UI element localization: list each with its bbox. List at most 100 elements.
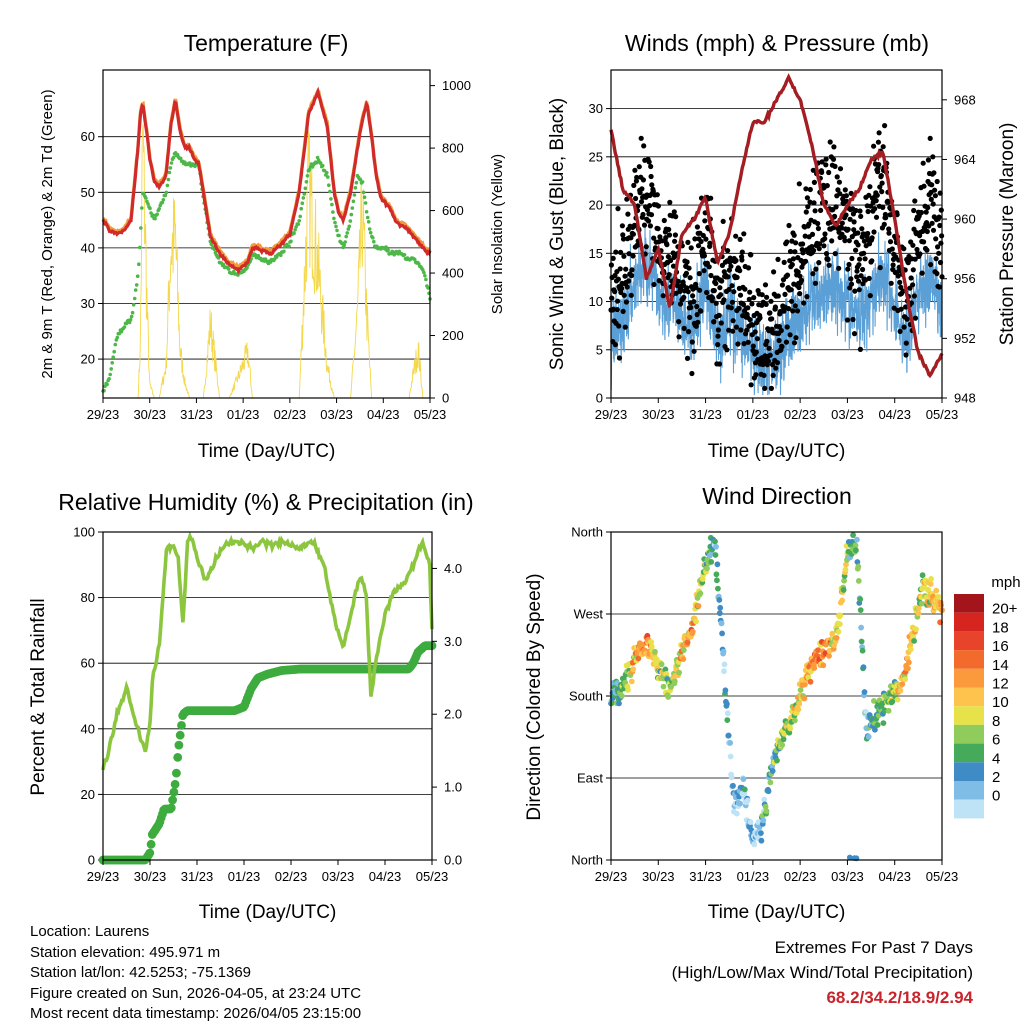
direction-point [925,587,932,594]
colorbar-label: 4 [992,750,1000,767]
plot-frame [102,531,433,861]
gust-point [620,308,626,314]
gust-point [757,315,763,321]
gust-point [865,208,871,215]
dewpoint-point [371,236,375,240]
gust-point [787,248,794,255]
y-axis-label: Sonic Wind & Gust (Blue, Black) [547,98,568,370]
gust-point [833,204,839,210]
extremes-panel: Extremes For Past 7 Days (High/Low/Max W… [672,935,973,1010]
direction-point [714,577,720,584]
gust-point [875,139,882,145]
gust-point [643,244,649,250]
gust-point [928,262,934,268]
direction-point [911,638,917,644]
extremes-values: 68.2/34.2/18.9/2.94 [826,988,973,1007]
colorbar-label: 10 [992,694,1009,711]
direction-point [857,596,864,603]
colorbar-label: 0 [992,788,1000,805]
dewpoint-point [363,201,368,205]
gust-point [857,346,864,352]
direction-point [719,630,725,637]
direction-point [852,542,859,549]
station-info: Location: Laurens Station elevation: 495… [30,922,361,1025]
gust-point [805,204,811,210]
dewpoint-point [129,314,134,319]
x-tick-label: 01/23 [228,869,261,884]
direction-point [730,782,736,789]
dewpoint-point [296,222,301,227]
gust-point [772,304,779,310]
gust-point [690,293,696,299]
gust-point [709,295,716,301]
colorbar-swatch [954,668,984,688]
gust-point [657,234,663,240]
gust-point [861,238,868,244]
gust-point [615,298,621,304]
y-axis-label: Percent & Total Rainfall [28,598,49,795]
gust-point [866,192,872,198]
direction-point [787,725,794,732]
gust-point [737,292,744,298]
gust-point [783,339,790,345]
gust-point [734,274,740,280]
gust-point [815,225,822,232]
direction-point [858,624,864,631]
colorbar-label: 8 [992,713,1000,730]
y2-tick-label: 2.0 [444,707,462,722]
gust-point [794,308,801,314]
direction-point [635,655,642,662]
dewpoint-point [131,303,136,307]
station-location: Location: Laurens [30,923,150,940]
gust-point [903,352,909,358]
gust-point [684,285,690,291]
gust-point [665,254,672,260]
gust-point [876,130,882,136]
dewpoint-point [352,193,357,197]
direction-point [907,646,914,653]
gust-point [750,343,756,349]
dewpoint-point [298,214,303,219]
gust-point [671,209,677,215]
gust-point [673,290,679,296]
gust-point [623,266,629,272]
gust-point [918,209,925,216]
dewpoint-point [315,155,320,160]
y-tick-label: 80 [81,590,95,605]
gust-point [933,236,939,242]
gust-point [694,312,700,318]
gust-point [807,186,813,193]
gust-point [919,270,925,276]
gust-point [701,268,707,274]
gust-point [634,174,640,181]
gust-point [810,271,816,277]
gust-point [655,226,661,232]
direction-point [857,607,864,613]
gust-point [816,260,822,266]
x-tick-label: 04/23 [878,407,911,422]
gust-point [626,278,632,284]
direction-point [874,722,881,728]
gust-point [933,256,939,262]
direction-point [839,597,846,604]
gust-point [721,297,727,303]
direction-point [915,610,922,617]
direction-point [724,710,731,717]
dewpoint-point [366,220,371,224]
gust-point [700,232,706,239]
gust-point [698,238,704,245]
gust-point [775,256,781,262]
gust-point [911,207,917,214]
gust-point [819,159,825,165]
x-tick-label: 04/23 [878,869,911,884]
precip-point [168,795,178,805]
gust-point [739,249,745,255]
gust-point [651,235,657,241]
gust-point [889,246,895,252]
gust-point [818,207,824,213]
y2-tick-label: 0 [442,391,449,406]
direction-point [763,808,770,815]
dewpoint-point [314,161,319,165]
dewpoint-point [329,197,333,201]
gust-point [912,315,919,321]
